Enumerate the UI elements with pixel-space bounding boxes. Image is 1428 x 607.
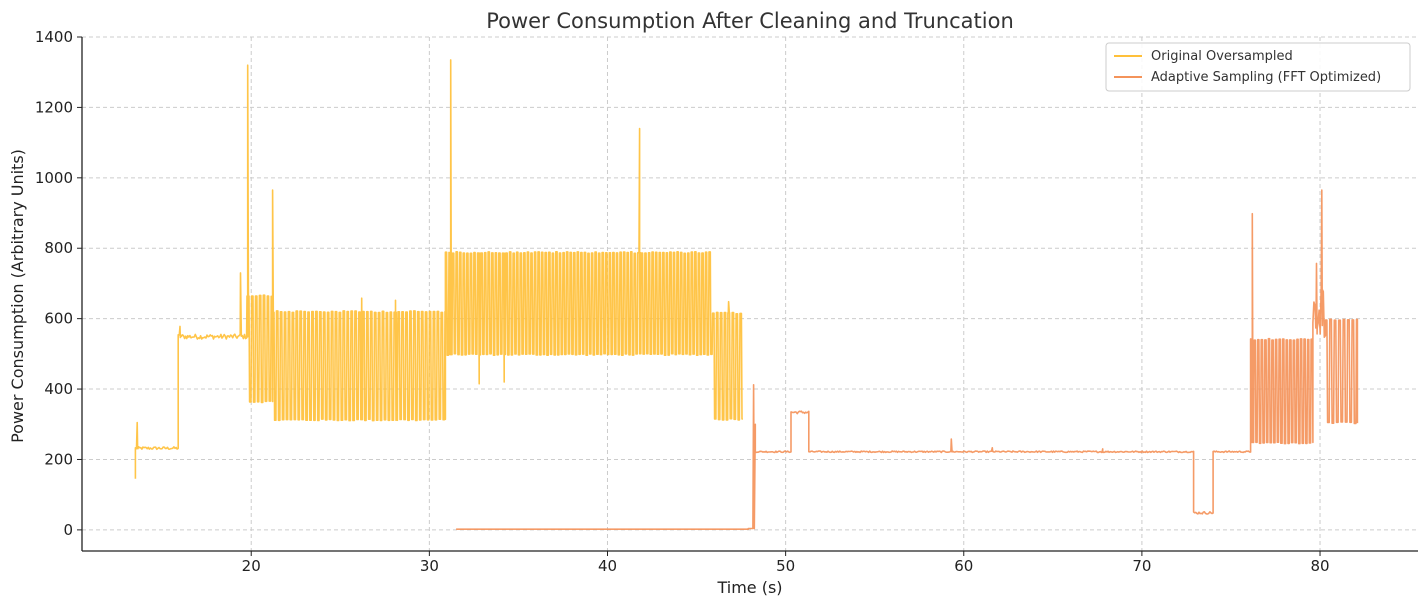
legend-label-original: Original Oversampled bbox=[1151, 49, 1293, 64]
x-tick-label-70: 70 bbox=[1132, 557, 1151, 575]
grid bbox=[82, 36, 1418, 551]
legend: Original Oversampled Adaptive Sampling (… bbox=[1105, 42, 1411, 92]
y-tick-label-600: 600 bbox=[44, 310, 73, 328]
series-line-adaptive-sampling bbox=[456, 189, 1359, 530]
legend-box bbox=[1105, 42, 1411, 92]
x-tick-label-50: 50 bbox=[776, 557, 795, 575]
y-tick-label-0: 0 bbox=[63, 521, 73, 539]
x-axis-label: Time (s) bbox=[716, 578, 782, 597]
y-tick-label-1000: 1000 bbox=[35, 169, 73, 187]
y-tick-label-1400: 1400 bbox=[35, 28, 73, 46]
y-axis-label: Power Consumption (Arbitrary Units) bbox=[8, 149, 27, 443]
y-tick-label-400: 400 bbox=[44, 380, 73, 398]
legend-label-adaptive: Adaptive Sampling (FFT Optimized) bbox=[1151, 70, 1381, 85]
chart-title: Power Consumption After Cleaning and Tru… bbox=[486, 9, 1014, 33]
x-tick-label-30: 30 bbox=[420, 557, 439, 575]
y-tick-label-800: 800 bbox=[44, 239, 73, 257]
x-tick-label-20: 20 bbox=[242, 557, 261, 575]
series-line-original-oversampled bbox=[134, 59, 743, 479]
y-tick-label-1200: 1200 bbox=[35, 98, 73, 116]
x-tick-label-40: 40 bbox=[598, 557, 617, 575]
y-tick-label-200: 200 bbox=[44, 450, 73, 468]
series-layer bbox=[134, 59, 1359, 530]
x-tick-label-80: 80 bbox=[1310, 557, 1329, 575]
x-tick-label-60: 60 bbox=[954, 557, 973, 575]
